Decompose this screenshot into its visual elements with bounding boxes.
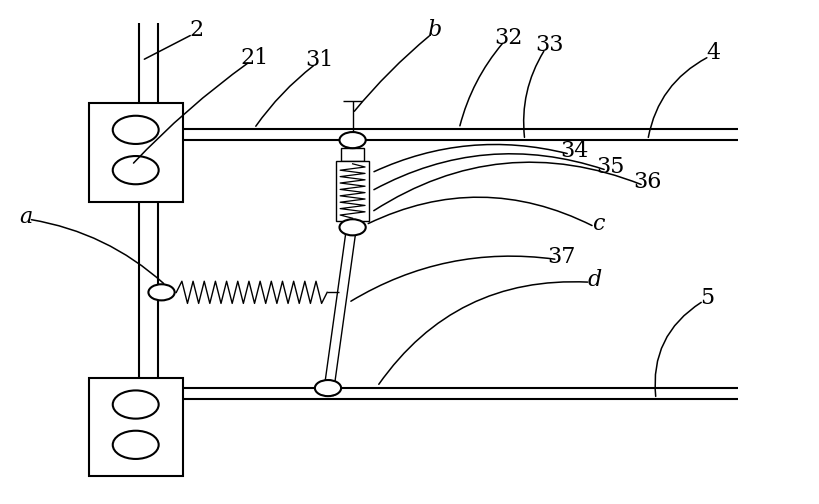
Bar xyxy=(88,103,183,202)
Text: c: c xyxy=(591,213,604,235)
Text: d: d xyxy=(586,269,601,291)
Text: 34: 34 xyxy=(559,140,587,162)
Circle shape xyxy=(113,391,159,419)
Text: 32: 32 xyxy=(494,27,522,49)
Text: 21: 21 xyxy=(240,47,268,69)
Text: 2: 2 xyxy=(189,19,204,41)
Text: 5: 5 xyxy=(699,287,713,309)
Circle shape xyxy=(113,116,159,144)
Circle shape xyxy=(148,284,174,300)
Circle shape xyxy=(113,156,159,184)
Circle shape xyxy=(113,431,159,459)
Bar xyxy=(341,148,364,161)
Circle shape xyxy=(339,132,365,148)
Text: a: a xyxy=(20,206,33,228)
Circle shape xyxy=(339,219,365,235)
Bar xyxy=(88,378,183,476)
Text: 33: 33 xyxy=(535,34,563,56)
Text: 31: 31 xyxy=(305,49,333,72)
Text: 37: 37 xyxy=(547,246,575,268)
Circle shape xyxy=(314,380,341,396)
Bar xyxy=(336,161,369,221)
Text: 4: 4 xyxy=(705,42,720,64)
Text: 36: 36 xyxy=(633,171,661,194)
Text: 35: 35 xyxy=(596,156,624,178)
Text: b: b xyxy=(427,19,441,41)
